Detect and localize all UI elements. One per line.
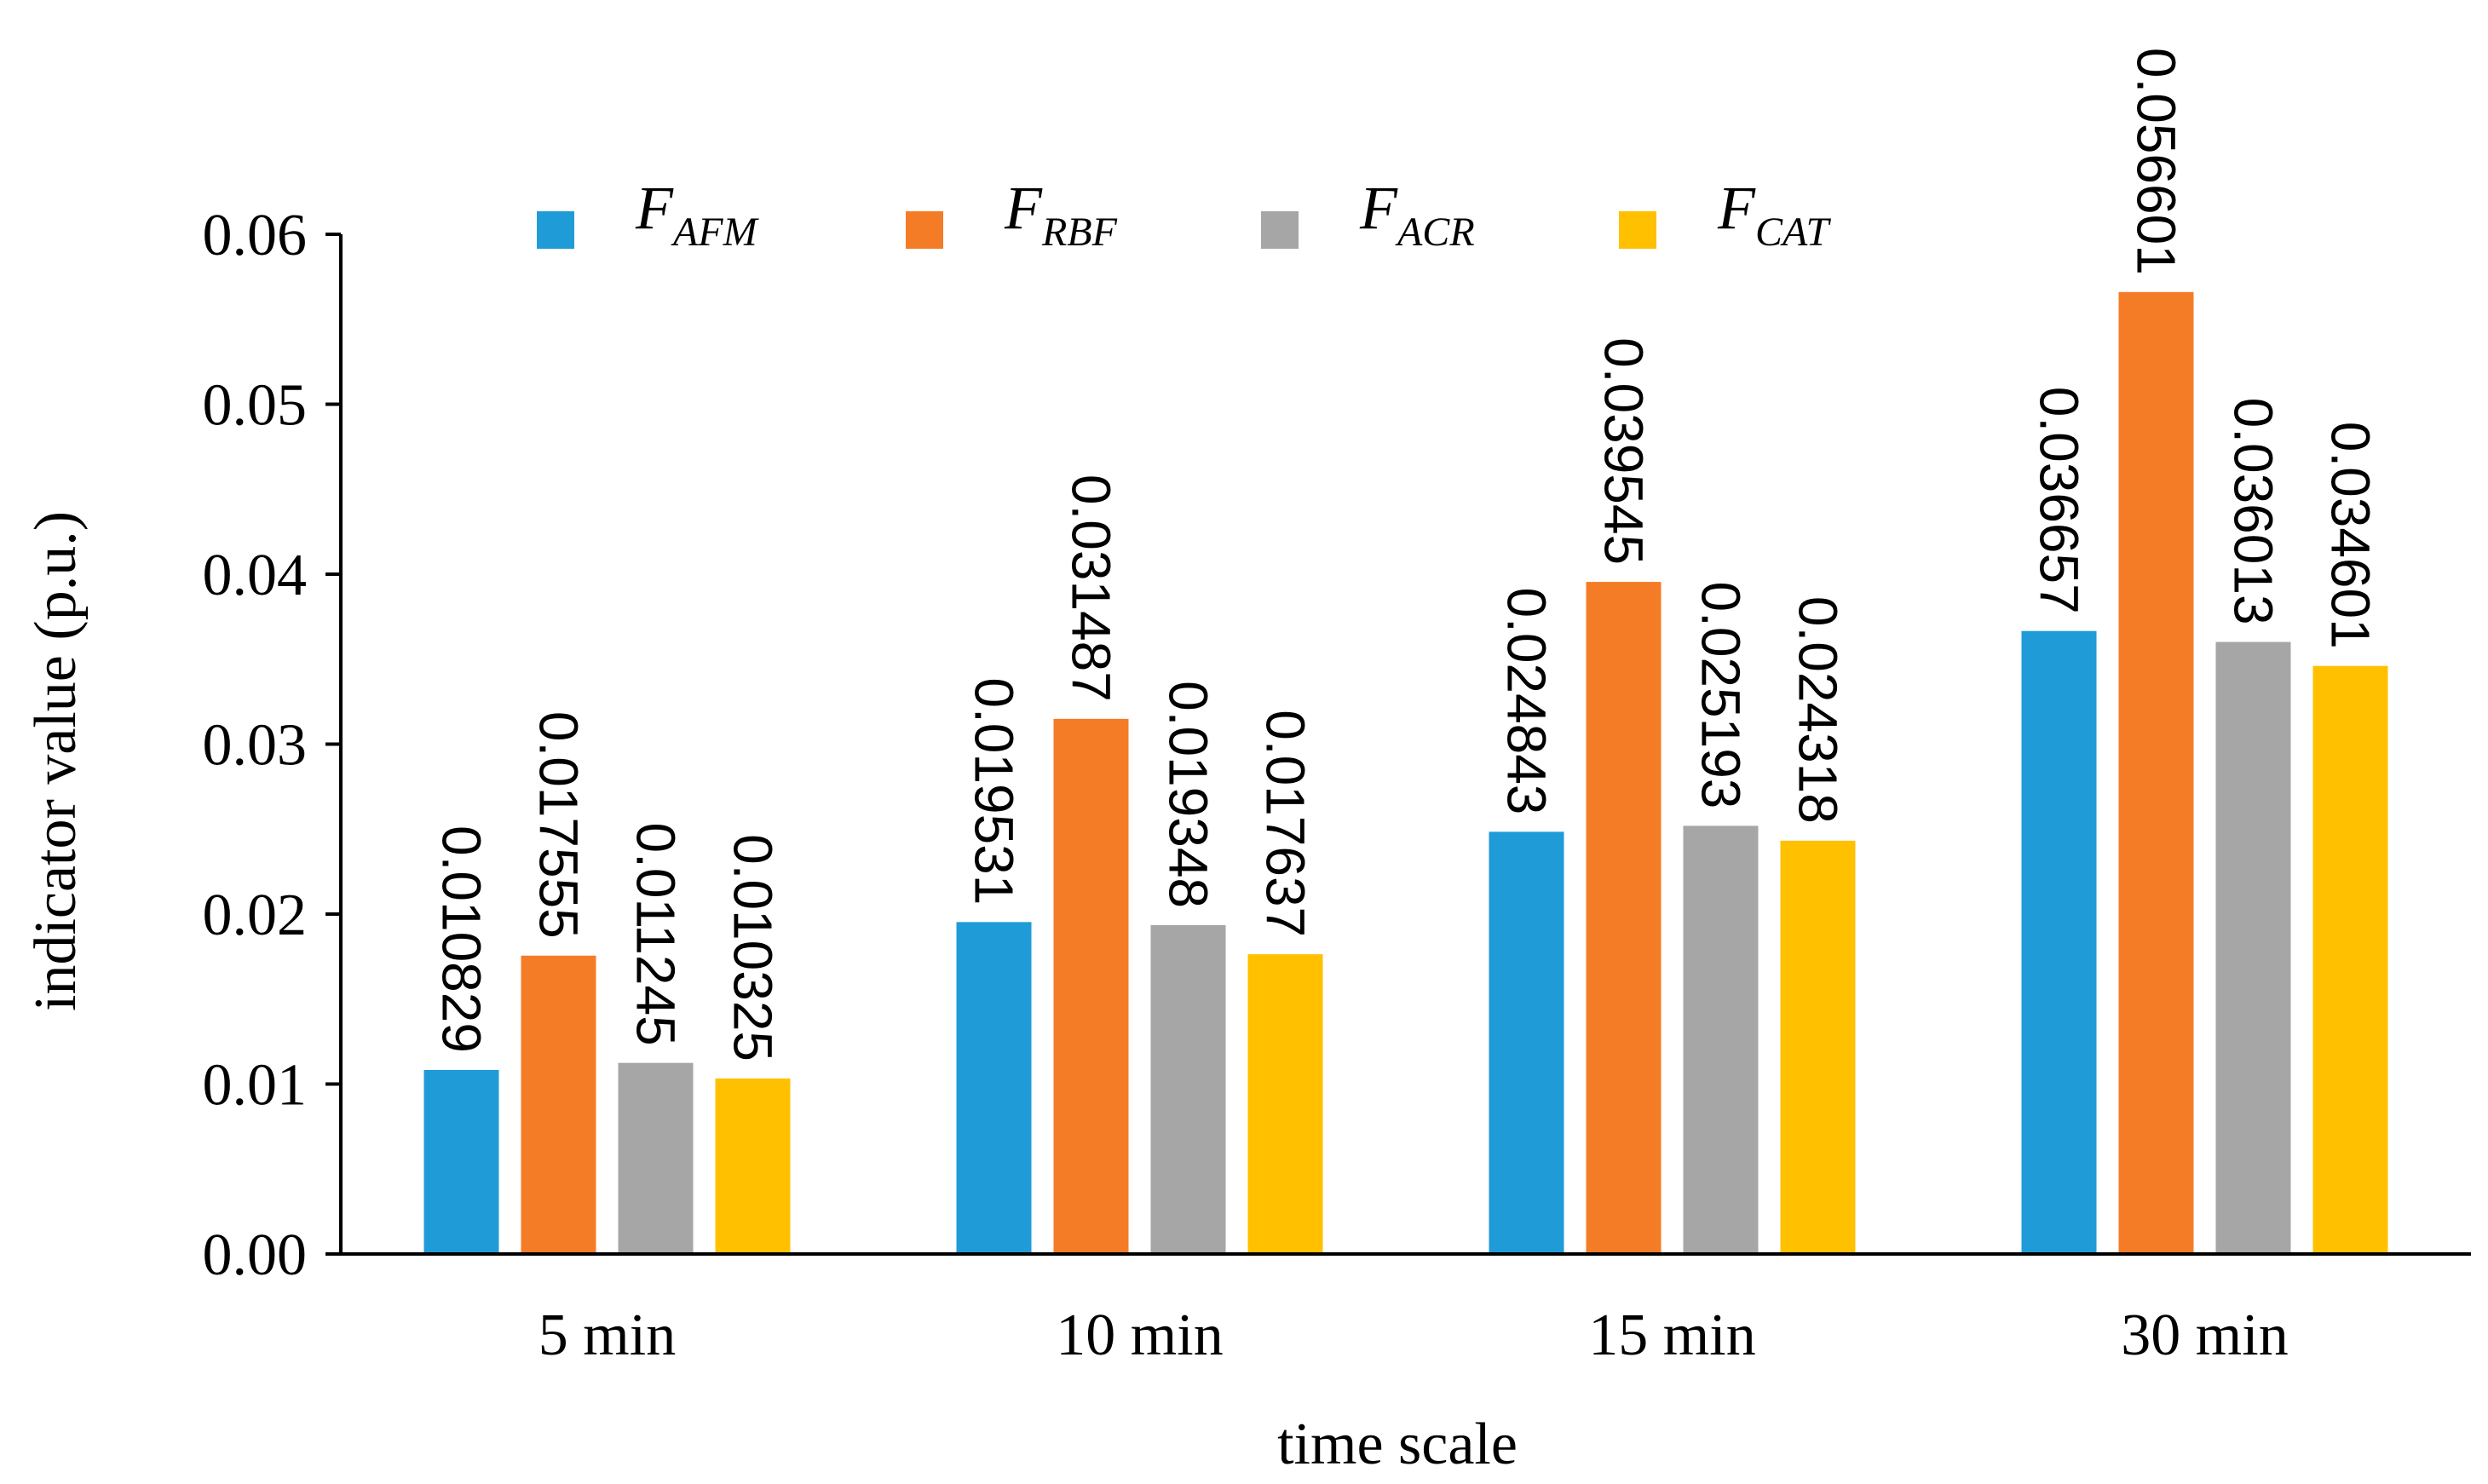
y-tick-label: 0.00 [203,1222,308,1288]
legend: FAFM FRBF FACR FCAT [537,174,1832,255]
y-tick-label: 0.02 [203,883,308,948]
data-label-rbf-2: 0.039545 [1593,337,1655,565]
axes-group [325,233,2471,1256]
legend-label-rbf: FRBF [1004,174,1118,255]
bar-afm-2 [1489,831,1564,1254]
x-tick-label: 5 min [538,1303,676,1368]
data-label-acr-1: 0.019348 [1158,681,1219,908]
data-label-cat-2: 0.024318 [1788,596,1849,824]
data-label-acr-0: 0.011245 [625,822,687,1045]
bar-acr-1 [1150,925,1226,1254]
legend-swatch-cat [1619,211,1656,249]
y-tick-labels: 0.00 0.01 0.02 0.03 0.04 0.05 0.06 [203,203,308,1288]
bar-cat-3 [2312,665,2388,1254]
x-tick-label: 10 min [1056,1303,1223,1368]
data-label-cat-3: 0.034601 [2320,422,2381,649]
data-label-cat-0: 0.010325 [723,834,784,1061]
bar-acr-0 [618,1062,694,1254]
bar-rbf-3 [2118,291,2194,1254]
data-label-afm-2: 0.024843 [1496,587,1558,814]
bar-cat-1 [1247,954,1323,1254]
data-label-afm-1: 0.019531 [964,677,1025,905]
bar-acr-3 [2215,641,2291,1254]
y-tick-label: 0.06 [203,203,308,268]
bar-afm-0 [423,1069,499,1254]
bar-rbf-0 [521,955,596,1254]
data-label-acr-2: 0.025193 [1690,581,1752,808]
legend-swatch-acr [1261,211,1299,249]
data-label-afm-0: 0.010829 [431,825,492,1053]
data-label-rbf-0: 0.017555 [528,711,590,939]
bar-cat-0 [715,1078,791,1254]
y-tick-label: 0.05 [203,373,308,439]
y-axis-title: indicator value (p.u.) [23,511,89,1011]
bars-group [423,291,2388,1254]
data-labels-group: 0.010829 0.017555 0.011245 0.010325 0.019531… [431,48,2381,1061]
y-tick-label: 0.04 [203,543,308,608]
bar-cat-2 [1780,840,1856,1254]
bar-acr-2 [1683,825,1759,1254]
legend-swatch-rbf [906,211,943,249]
bar-rbf-1 [1053,718,1129,1254]
data-label-acr-3: 0.036013 [2223,398,2284,625]
legend-swatch-afm [537,211,574,249]
y-tick-label: 0.01 [203,1053,308,1119]
data-label-rbf-3: 0.056601 [2126,48,2187,275]
bar-afm-1 [956,922,1032,1254]
y-tick-label: 0.03 [203,713,308,779]
legend-label-acr: FACR [1359,174,1475,255]
data-label-cat-1: 0.017637 [1255,710,1316,937]
legend-label-cat: FCAT [1717,174,1832,255]
bar-afm-3 [2021,630,2097,1254]
x-tick-label: 15 min [1588,1303,1755,1368]
data-label-rbf-1: 0.031487 [1061,475,1122,702]
x-axis-title: time scale [1277,1412,1518,1477]
x-tick-label: 30 min [2121,1303,2288,1368]
x-tick-labels: 5 min 10 min 15 min 30 min [538,1303,2289,1368]
data-label-afm-3: 0.036657 [2029,387,2090,614]
bar-rbf-2 [1586,582,1662,1254]
legend-label-afm: FAFM [635,174,760,255]
